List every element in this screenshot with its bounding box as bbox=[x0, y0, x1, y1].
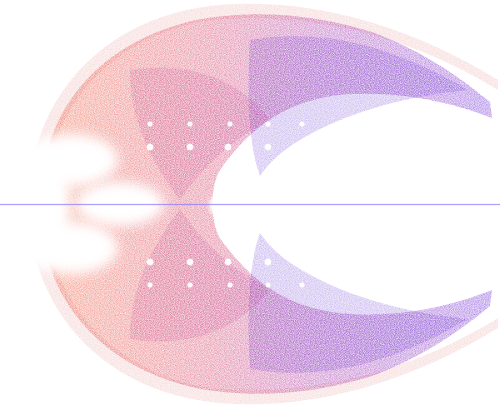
bright-spot bbox=[265, 121, 271, 127]
bright-spot bbox=[186, 143, 194, 151]
bright-spot bbox=[186, 258, 194, 266]
bright-spot bbox=[227, 121, 233, 127]
bright-spot bbox=[337, 121, 343, 127]
bright-spot bbox=[187, 282, 193, 288]
bright-spot bbox=[299, 282, 305, 288]
bright-spot bbox=[224, 258, 232, 266]
bright-spot bbox=[146, 258, 154, 266]
bright-spot bbox=[187, 121, 193, 127]
bright-spot bbox=[264, 258, 272, 266]
bright-spot bbox=[300, 143, 308, 151]
bright-spot bbox=[254, 212, 258, 216]
bright-spot bbox=[358, 198, 362, 202]
bright-spot bbox=[264, 143, 272, 151]
bright-spot bbox=[299, 121, 305, 127]
bright-spot bbox=[146, 143, 154, 151]
bright-spot bbox=[126, 194, 130, 198]
bright-spot bbox=[227, 282, 233, 288]
bright-spot bbox=[300, 258, 308, 266]
bright-spot bbox=[224, 143, 232, 151]
bright-spot bbox=[248, 194, 252, 198]
bright-spot bbox=[340, 258, 348, 266]
bright-spot bbox=[138, 210, 142, 214]
bright-spot bbox=[378, 206, 382, 210]
particle-cloud bbox=[28, 3, 498, 405]
bright-spot bbox=[147, 282, 153, 288]
bright-spot bbox=[147, 121, 153, 127]
bright-spot bbox=[265, 282, 271, 288]
spot-pattern bbox=[126, 121, 382, 288]
bright-spot bbox=[337, 282, 343, 288]
bright-spot bbox=[340, 143, 348, 151]
